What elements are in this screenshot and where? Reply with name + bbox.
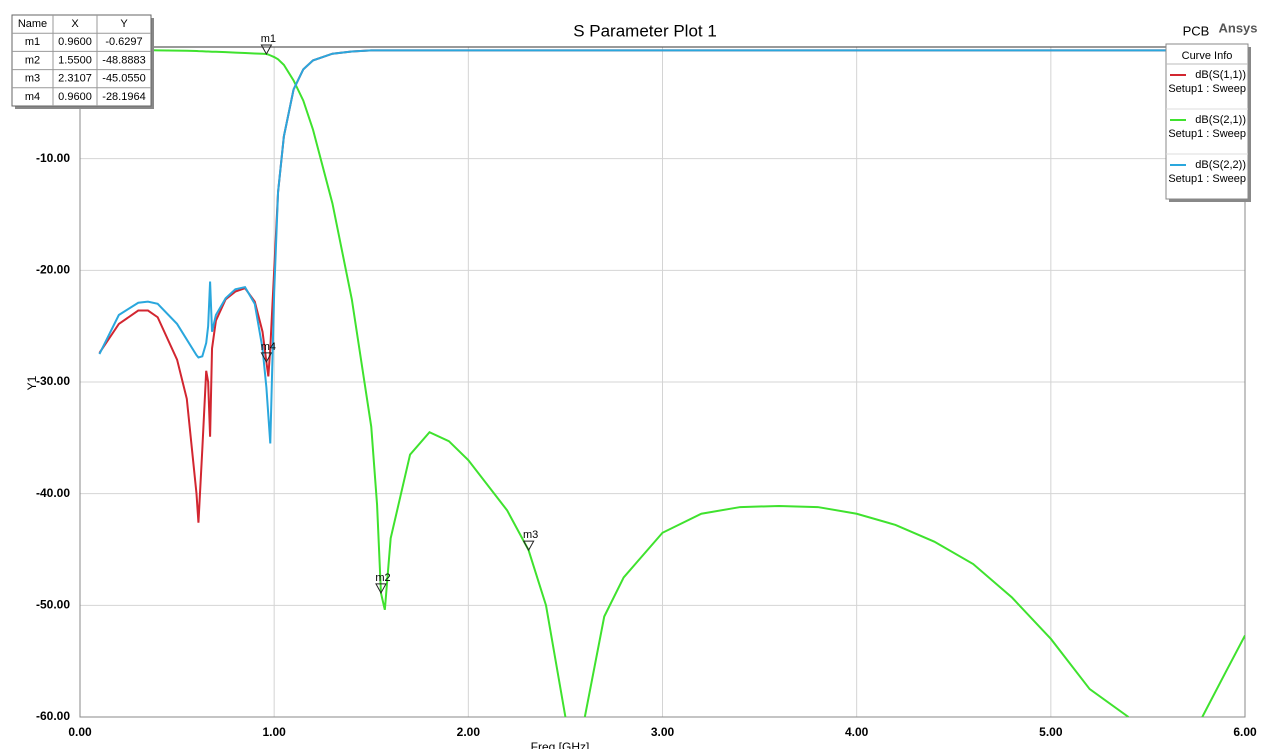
x-axis-label: Freq [GHz] <box>531 740 590 749</box>
x-tick-label: 4.00 <box>845 725 869 739</box>
marker-triangle <box>260 352 273 363</box>
x-tick-label: 0.00 <box>68 725 92 739</box>
marker-triangle <box>375 583 387 594</box>
table-cell: -48.8883 <box>102 54 145 66</box>
legend-entries: dB(S(1,1)) Setup1 : Sweep dB(S(2,1)) Setup1… <box>1166 69 1248 185</box>
marker-table-box <box>11 14 152 107</box>
table-header: X <box>71 18 79 30</box>
table-cell: -28.1964 <box>102 91 145 103</box>
marker-label: m2 <box>375 572 390 584</box>
marker-triangle <box>522 540 535 552</box>
y-tick-label: -60.00 <box>36 709 70 723</box>
series-line <box>98 49 1245 444</box>
marker-table: Name X Ym1 0.9600 -0.6297 m2 1.5500 -48.8883 m3 2… <box>11 14 154 109</box>
table-cell: 2.3107 <box>58 73 92 85</box>
x-tick-label: 3.00 <box>651 725 675 739</box>
marker-label: m4 <box>261 341 276 353</box>
x-tick-label: 1.00 <box>262 725 286 739</box>
legend-sweep: Setup1 : Sweep <box>1168 128 1246 140</box>
table-cell: m1 <box>25 36 40 48</box>
table-cell: -0.6297 <box>105 36 142 48</box>
table-cell: 1.5500 <box>58 54 92 66</box>
legend-label: dB(S(2,2)) <box>1195 159 1246 171</box>
table-header: Y <box>120 18 128 30</box>
table-cell: m3 <box>25 73 40 85</box>
y-axis-label: Y1 <box>25 375 39 390</box>
table-cell: -45.0550 <box>102 73 145 85</box>
product-label: PCB <box>1183 23 1210 38</box>
marker-label: m1 <box>261 33 276 45</box>
legend-title: Curve Info <box>1182 50 1233 62</box>
y-tick-label: -40.00 <box>36 486 70 500</box>
series-line <box>99 48 1245 717</box>
legend-label: dB(S(2,1)) <box>1195 114 1246 126</box>
legend-box <box>1165 43 1249 200</box>
curves <box>98 48 1245 717</box>
table-cell: 0.9600 <box>58 91 92 103</box>
table-cell: 0.9600 <box>58 36 92 48</box>
x-tick-label: 2.00 <box>457 725 481 739</box>
marker-triangle <box>260 44 273 56</box>
legend-sweep: Setup1 : Sweep <box>1168 83 1246 95</box>
markers: m1 m2 m3 m4 <box>260 33 538 594</box>
y-tick-label: -10.00 <box>36 151 70 165</box>
legend-sweep: Setup1 : Sweep <box>1168 173 1246 185</box>
y-tick-label: -30.00 <box>36 374 70 388</box>
vendor-label: Ansys <box>1218 20 1257 35</box>
table-cell: m2 <box>25 54 40 66</box>
legend-label: dB(S(1,1)) <box>1195 69 1246 81</box>
marker-label: m3 <box>523 529 538 541</box>
legend: Curve Info dB(S(1,1))Setup1 : SweepdB(S(… <box>1165 43 1251 202</box>
table-header: Name <box>18 18 47 30</box>
y-tick-label: -50.00 <box>36 598 70 612</box>
x-tick-label: 6.00 <box>1233 725 1257 739</box>
y-tick-label: -20.00 <box>36 263 70 277</box>
table-cell: m4 <box>25 91 40 103</box>
chart-title: S Parameter Plot 1 <box>573 21 717 40</box>
x-tick-label: 5.00 <box>1039 725 1063 739</box>
